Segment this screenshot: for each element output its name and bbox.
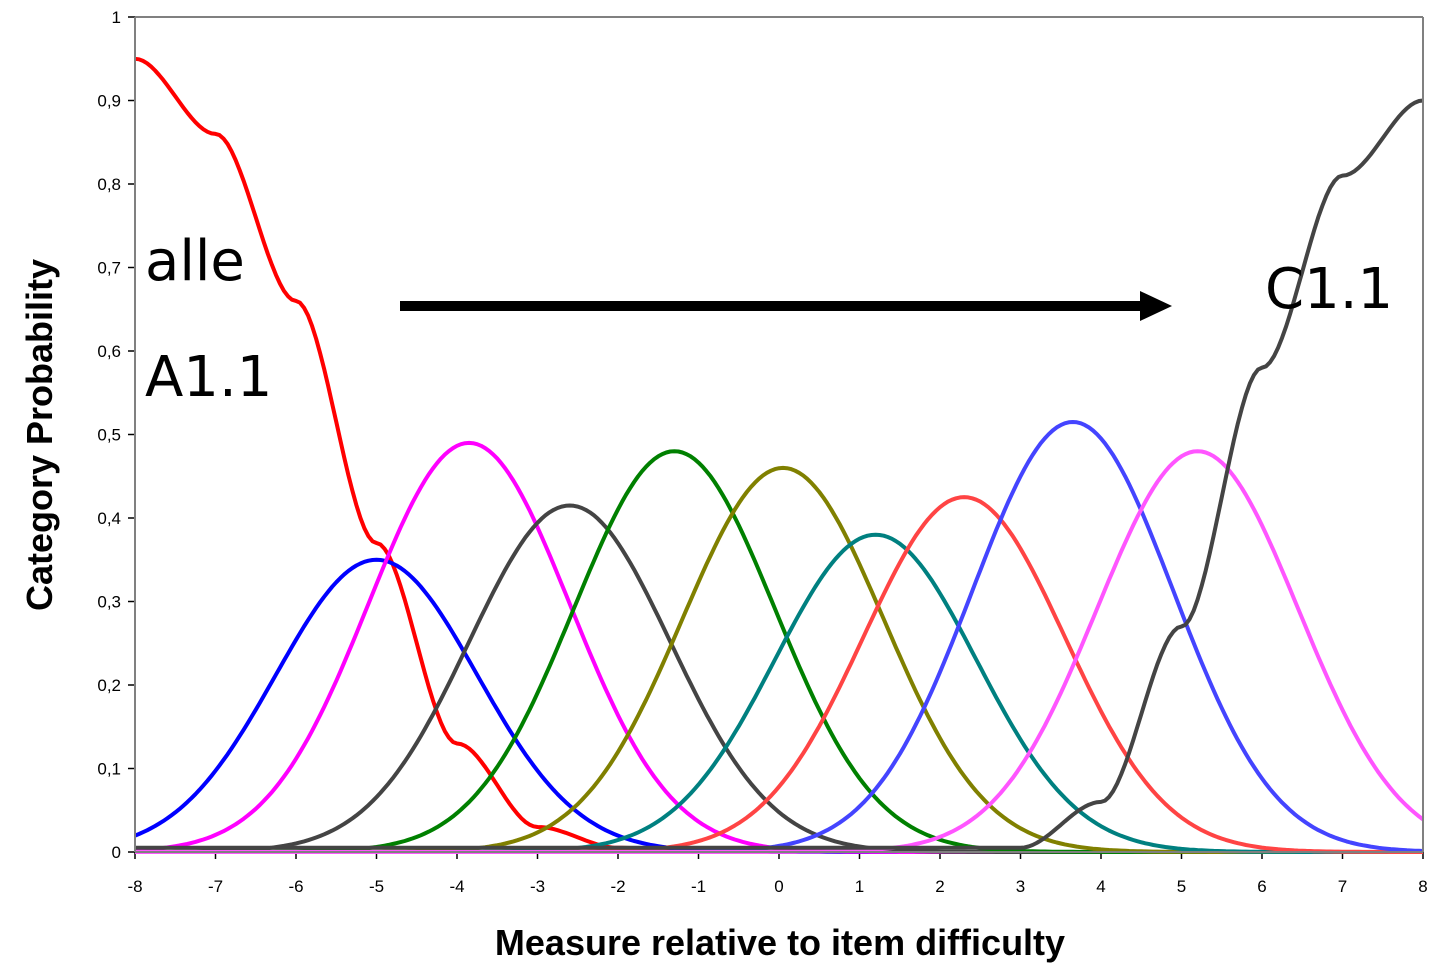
x-tick-label: -4: [449, 877, 464, 896]
y-tick-label: 0,9: [97, 92, 121, 111]
series-line-7: [135, 532, 1423, 854]
x-tick-label: 2: [935, 877, 944, 896]
y-tick-label: 0,3: [97, 593, 121, 612]
y-tick-label: 1: [112, 8, 121, 27]
annotation-c1-1: C1.1: [1265, 257, 1393, 322]
x-tick-label: 1: [855, 877, 864, 896]
x-tick-label: -3: [530, 877, 545, 896]
x-tick-label: -1: [691, 877, 706, 896]
y-axis-ticks: 0 0,1 0,2 0,3 0,4 0,5 0,6 0,7 0,8 0,9 1: [97, 8, 135, 862]
x-tick-label: 6: [1257, 877, 1266, 896]
plot-area: [134, 56, 1425, 854]
arrow: [400, 291, 1172, 321]
y-tick-label: 0,4: [97, 509, 121, 528]
x-axis-title: Measure relative to item difficulty: [495, 922, 1065, 963]
x-tick-label: -8: [127, 877, 142, 896]
x-tick-label: 5: [1177, 877, 1186, 896]
x-tick-label: 0: [774, 877, 783, 896]
x-tick-label: -7: [208, 877, 223, 896]
series-line-8: [135, 495, 1423, 854]
x-tick-label: -5: [369, 877, 384, 896]
x-tick-label: 4: [1096, 877, 1105, 896]
y-axis-title: Category Probability: [19, 259, 60, 611]
series-line-3: [134, 440, 1423, 854]
y-tick-label: 0,5: [97, 426, 121, 445]
y-tick-label: 0,1: [97, 760, 121, 779]
annotation-alle: alle: [145, 229, 245, 294]
y-tick-label: 0,6: [97, 342, 121, 361]
series-line-4: [135, 503, 1423, 854]
series-line-11: [135, 98, 1424, 850]
x-tick-label: -6: [288, 877, 303, 896]
series-line-2: [134, 557, 1423, 854]
y-tick-label: 0: [112, 843, 121, 862]
x-axis-ticks: -8 -7 -6 -5 -4 -3 -2 -1 0 1 2 3 4 5 6 7 8: [127, 852, 1428, 896]
x-tick-label: 8: [1418, 877, 1427, 896]
y-tick-label: 0,8: [97, 175, 121, 194]
x-tick-label: -2: [610, 877, 625, 896]
x-tick-label: 3: [1016, 877, 1025, 896]
y-tick-label: 0,2: [97, 676, 121, 695]
annotation-a1-1: A1.1: [145, 345, 272, 410]
y-tick-label: 0,7: [97, 259, 121, 278]
x-tick-label: 7: [1338, 877, 1347, 896]
series-line-6: [135, 465, 1423, 854]
